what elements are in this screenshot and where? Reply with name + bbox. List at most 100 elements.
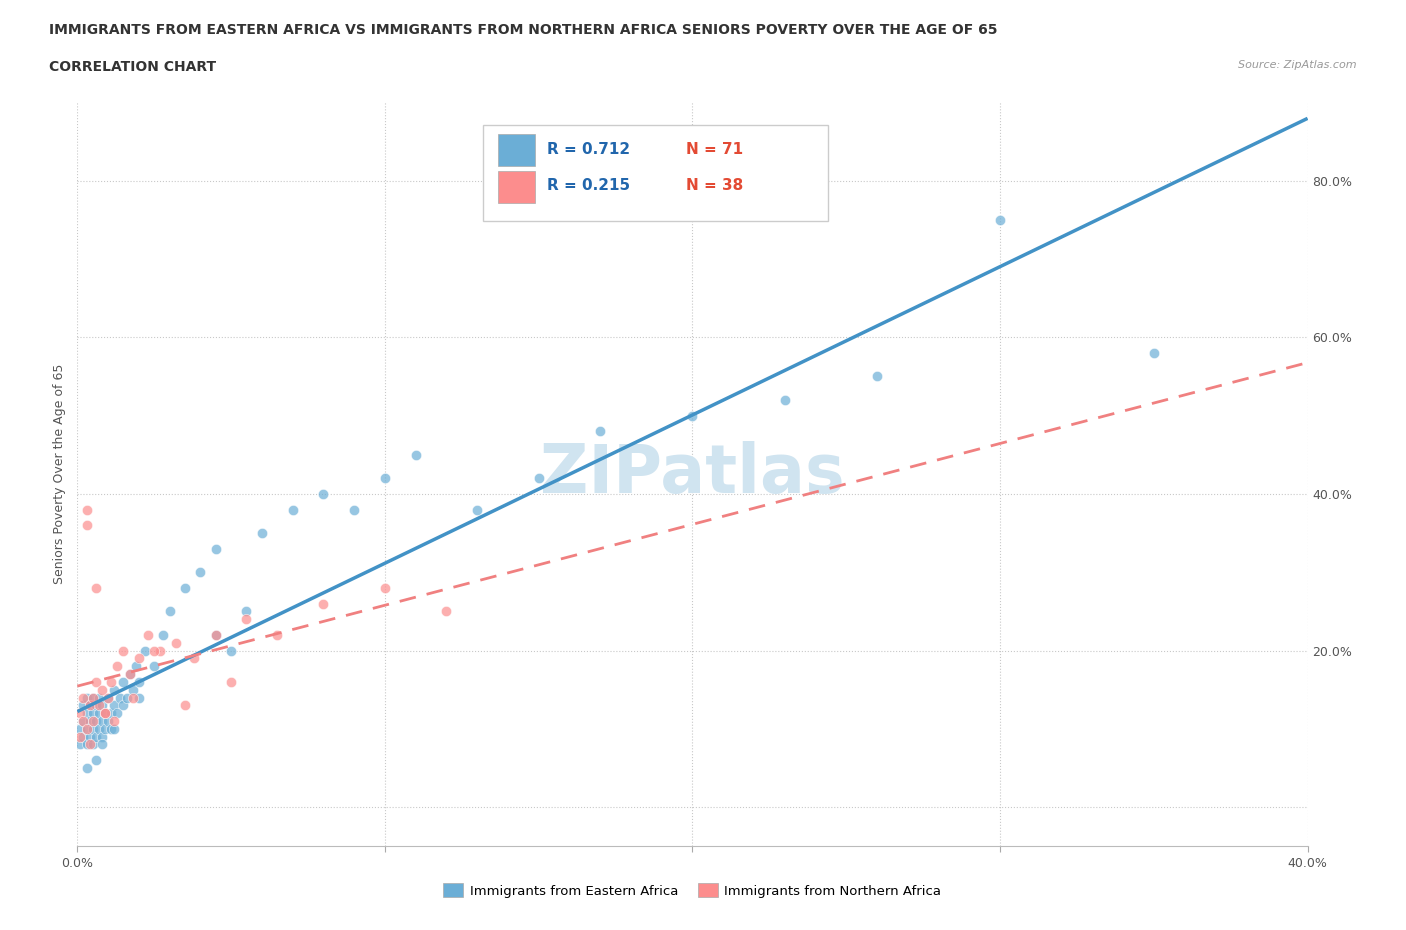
- Point: [87, 698, 110, 712]
- Point: [152, 628, 174, 643]
- Point: [589, 424, 612, 439]
- Point: [76, 722, 98, 737]
- Point: [143, 643, 166, 658]
- Point: [250, 525, 273, 540]
- Point: [82, 737, 104, 752]
- Point: [84, 713, 107, 728]
- Point: [87, 722, 110, 737]
- Y-axis label: Seniors Poverty Over the Age of 65: Seniors Poverty Over the Age of 65: [53, 365, 66, 584]
- Point: [188, 565, 212, 579]
- Point: [988, 212, 1011, 227]
- Point: [204, 628, 226, 643]
- Point: [165, 635, 187, 650]
- Point: [374, 580, 396, 595]
- Point: [94, 722, 117, 737]
- Point: [82, 690, 104, 705]
- Point: [69, 737, 91, 752]
- Point: [97, 690, 120, 705]
- Point: [79, 698, 101, 712]
- Point: [159, 604, 181, 618]
- Point: [527, 471, 550, 485]
- FancyBboxPatch shape: [498, 171, 536, 203]
- Point: [84, 729, 107, 744]
- Point: [465, 502, 488, 517]
- Point: [115, 690, 138, 705]
- Point: [76, 706, 98, 721]
- Point: [866, 369, 889, 384]
- Point: [312, 596, 335, 611]
- Point: [219, 674, 242, 689]
- Point: [128, 674, 150, 689]
- Point: [343, 502, 366, 517]
- Point: [79, 713, 101, 728]
- Point: [118, 667, 141, 682]
- Point: [436, 604, 458, 618]
- Text: N = 38: N = 38: [686, 179, 744, 193]
- Point: [84, 580, 107, 595]
- Legend: Immigrants from Eastern Africa, Immigrants from Northern Africa: Immigrants from Eastern Africa, Immigran…: [439, 878, 946, 903]
- Point: [87, 706, 110, 721]
- Point: [72, 690, 94, 705]
- Point: [90, 737, 114, 752]
- Point: [112, 643, 135, 658]
- Point: [97, 690, 120, 705]
- Point: [84, 674, 107, 689]
- Point: [682, 408, 704, 423]
- Point: [97, 713, 120, 728]
- Point: [125, 658, 148, 673]
- Point: [103, 722, 125, 737]
- Point: [90, 713, 114, 728]
- Point: [134, 643, 156, 658]
- Point: [72, 729, 94, 744]
- Point: [110, 690, 132, 705]
- Point: [219, 643, 242, 658]
- Point: [1143, 345, 1166, 360]
- Point: [174, 698, 197, 712]
- Point: [128, 651, 150, 666]
- Point: [72, 698, 94, 712]
- Point: [204, 628, 226, 643]
- Point: [143, 658, 166, 673]
- Point: [235, 612, 257, 627]
- Point: [136, 628, 159, 643]
- Point: [100, 706, 122, 721]
- Point: [79, 729, 101, 744]
- Point: [90, 698, 114, 712]
- Text: R = 0.712: R = 0.712: [547, 142, 630, 157]
- Point: [72, 713, 94, 728]
- Point: [94, 706, 117, 721]
- Point: [87, 690, 110, 705]
- Point: [94, 706, 117, 721]
- Point: [69, 722, 91, 737]
- Point: [105, 658, 128, 673]
- Text: R = 0.215: R = 0.215: [547, 179, 630, 193]
- Point: [103, 698, 125, 712]
- Point: [76, 737, 98, 752]
- Point: [69, 706, 91, 721]
- Point: [312, 486, 335, 501]
- Point: [94, 706, 117, 721]
- Point: [79, 698, 101, 712]
- Point: [90, 729, 114, 744]
- Point: [100, 674, 122, 689]
- Point: [82, 713, 104, 728]
- Point: [235, 604, 257, 618]
- FancyBboxPatch shape: [498, 134, 536, 166]
- Text: CORRELATION CHART: CORRELATION CHART: [49, 60, 217, 74]
- Point: [121, 690, 143, 705]
- Point: [82, 690, 104, 705]
- Point: [204, 541, 226, 556]
- Point: [266, 628, 288, 643]
- Point: [82, 722, 104, 737]
- Point: [79, 737, 101, 752]
- Point: [149, 643, 172, 658]
- Point: [90, 683, 114, 698]
- Point: [82, 706, 104, 721]
- Point: [112, 674, 135, 689]
- Point: [103, 713, 125, 728]
- FancyBboxPatch shape: [484, 125, 828, 221]
- Point: [118, 667, 141, 682]
- Text: Source: ZipAtlas.com: Source: ZipAtlas.com: [1239, 60, 1357, 71]
- Text: N = 71: N = 71: [686, 142, 744, 157]
- Text: IMMIGRANTS FROM EASTERN AFRICA VS IMMIGRANTS FROM NORTHERN AFRICA SENIORS POVERT: IMMIGRANTS FROM EASTERN AFRICA VS IMMIGR…: [49, 23, 998, 37]
